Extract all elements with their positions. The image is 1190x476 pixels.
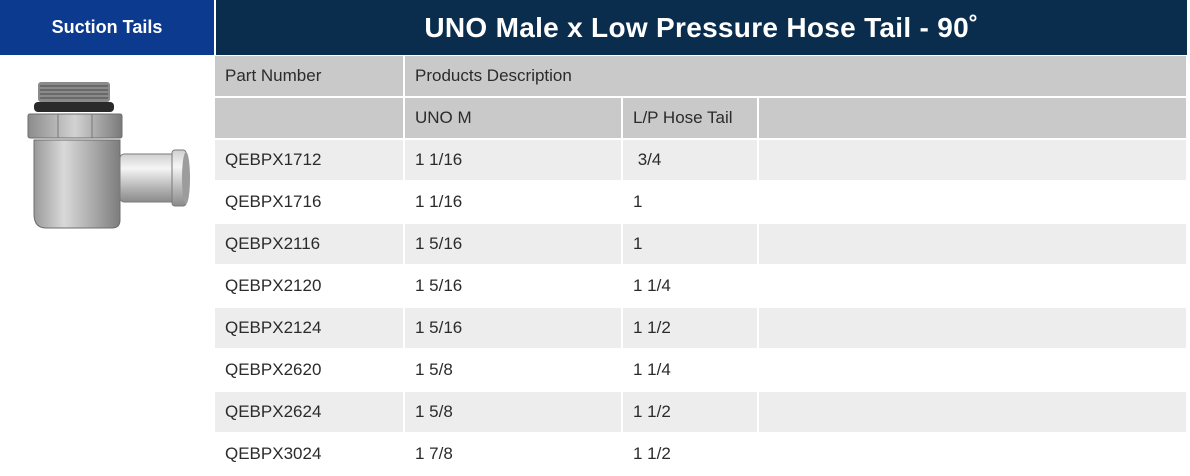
table-row: QEBPX2116 1 5/16 1 bbox=[215, 223, 1188, 266]
subheader-uno-m: UNO M bbox=[404, 97, 623, 140]
table-subheader-row: UNO M L/P Hose Tail bbox=[215, 97, 1188, 140]
cell-hose-size: 1 bbox=[622, 181, 759, 224]
table-row: QEBPX1716 1 1/16 1 bbox=[215, 181, 1188, 224]
cell-part-number: QEBPX3024 bbox=[215, 433, 405, 476]
cell-hose-size: 1 bbox=[622, 223, 759, 266]
table-row: QEBPX1712 1 1/16 3/4 bbox=[215, 139, 1188, 182]
cell-hose-size: 1 1/2 bbox=[622, 307, 759, 350]
cell-uno-size: 1 1/16 bbox=[404, 139, 623, 182]
cell-uno-size: 1 5/16 bbox=[404, 223, 623, 266]
cell-uno-size: 1 5/16 bbox=[404, 265, 623, 308]
cell-empty bbox=[758, 265, 1188, 308]
cell-uno-size: 1 5/8 bbox=[404, 391, 623, 434]
table-row: QEBPX2624 1 5/8 1 1/2 bbox=[215, 391, 1188, 434]
table-row: QEBPX2620 1 5/8 1 1/4 bbox=[215, 349, 1188, 392]
table-row: QEBPX2120 1 5/16 1 1/4 bbox=[215, 265, 1188, 308]
cell-hose-size: 1 1/2 bbox=[622, 391, 759, 434]
cell-empty bbox=[758, 181, 1188, 224]
table-row: QEBPX3024 1 7/8 1 1/2 bbox=[215, 433, 1188, 476]
cell-part-number: QEBPX2120 bbox=[215, 265, 405, 308]
cell-uno-size: 1 1/16 bbox=[404, 181, 623, 224]
cell-part-number: QEBPX2624 bbox=[215, 391, 405, 434]
cell-empty bbox=[758, 139, 1188, 182]
page-title-bar: UNO Male x Low Pressure Hose Tail - 90˚ bbox=[216, 0, 1187, 55]
cell-hose-size: 1 1/2 bbox=[622, 433, 759, 476]
cell-part-number: QEBPX2620 bbox=[215, 349, 405, 392]
cell-empty bbox=[758, 223, 1188, 266]
cell-hose-size: 1 1/4 bbox=[622, 349, 759, 392]
page-title: UNO Male x Low Pressure Hose Tail - 90˚ bbox=[424, 11, 979, 43]
cell-hose-size: 3/4 bbox=[622, 139, 759, 182]
cell-empty bbox=[758, 391, 1188, 434]
cell-part-number: QEBPX2116 bbox=[215, 223, 405, 266]
cell-hose-size: 1 1/4 bbox=[622, 265, 759, 308]
elbow-fitting-image bbox=[27, 82, 190, 229]
cell-uno-size: 1 5/8 bbox=[404, 349, 623, 392]
cell-empty bbox=[758, 433, 1188, 476]
cell-part-number: QEBPX2124 bbox=[215, 307, 405, 350]
cell-empty bbox=[758, 307, 1188, 350]
cell-part-number: QEBPX1712 bbox=[215, 139, 405, 182]
category-label: Suction Tails bbox=[51, 17, 163, 37]
cell-uno-size: 1 7/8 bbox=[404, 433, 623, 476]
subheader-blank bbox=[215, 97, 405, 140]
subheader-empty bbox=[758, 97, 1188, 140]
category-tab: Suction Tails bbox=[0, 0, 214, 55]
cell-uno-size: 1 5/16 bbox=[404, 307, 623, 350]
table-header-row: Part Number Products Description bbox=[215, 56, 1188, 98]
cell-part-number: QEBPX1716 bbox=[215, 181, 405, 224]
table-row: QEBPX2124 1 5/16 1 1/2 bbox=[215, 307, 1188, 350]
parts-table: Part Number Products Description UNO M L… bbox=[215, 56, 1188, 476]
header-part-number: Part Number bbox=[215, 56, 405, 98]
subheader-hose-tail: L/P Hose Tail bbox=[622, 97, 759, 140]
cell-empty bbox=[758, 349, 1188, 392]
header-products-description: Products Description bbox=[404, 56, 1188, 98]
